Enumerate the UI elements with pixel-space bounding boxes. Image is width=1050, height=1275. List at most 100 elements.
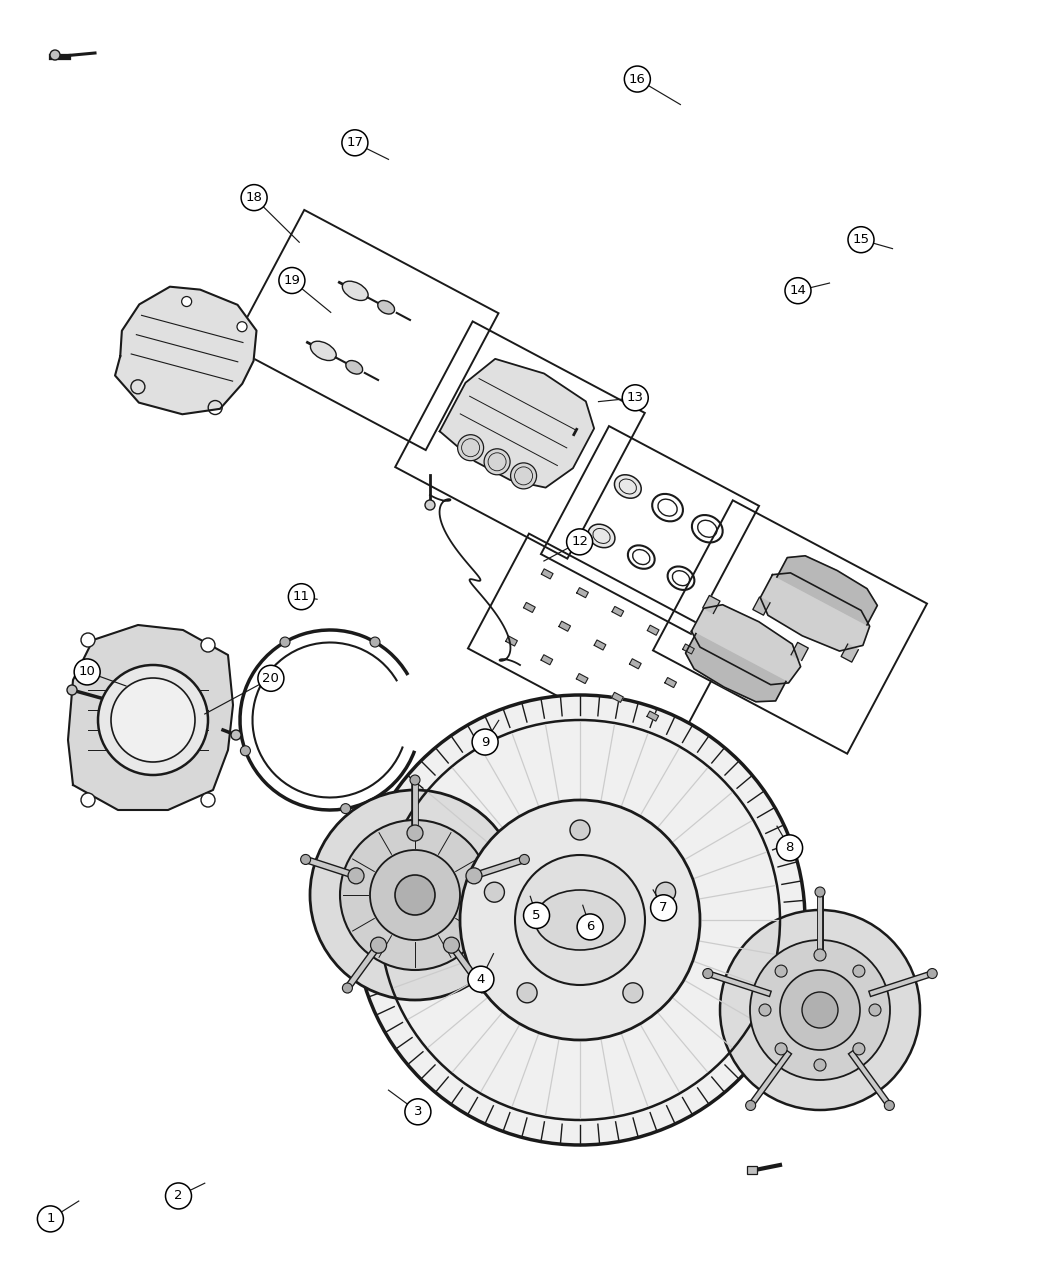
Ellipse shape <box>311 342 336 361</box>
Circle shape <box>814 949 826 961</box>
Circle shape <box>466 868 482 884</box>
Circle shape <box>237 321 247 332</box>
Circle shape <box>623 983 643 1003</box>
Circle shape <box>240 746 251 756</box>
Circle shape <box>340 820 490 970</box>
Circle shape <box>570 820 590 840</box>
Circle shape <box>405 1099 430 1125</box>
Polygon shape <box>702 595 720 613</box>
Circle shape <box>201 793 215 807</box>
Text: 7: 7 <box>659 901 668 914</box>
Ellipse shape <box>378 301 395 314</box>
Circle shape <box>625 66 650 92</box>
Polygon shape <box>559 621 570 631</box>
Circle shape <box>578 914 603 940</box>
Circle shape <box>848 227 874 252</box>
Text: 1: 1 <box>46 1213 55 1225</box>
Text: 20: 20 <box>262 672 279 685</box>
Circle shape <box>50 50 60 60</box>
Polygon shape <box>753 597 770 615</box>
Bar <box>747 1167 757 1174</box>
Circle shape <box>815 887 825 898</box>
Circle shape <box>777 835 802 861</box>
Polygon shape <box>682 644 694 654</box>
Ellipse shape <box>345 361 362 374</box>
Polygon shape <box>760 572 869 652</box>
Circle shape <box>510 463 537 488</box>
Circle shape <box>407 825 423 842</box>
Circle shape <box>38 1206 63 1232</box>
Circle shape <box>460 799 700 1040</box>
Ellipse shape <box>342 282 369 301</box>
Circle shape <box>472 729 498 755</box>
Circle shape <box>166 1183 191 1209</box>
Circle shape <box>780 970 860 1051</box>
Circle shape <box>425 500 435 510</box>
Circle shape <box>853 965 865 977</box>
Text: 13: 13 <box>627 391 644 404</box>
Text: 17: 17 <box>346 136 363 149</box>
Polygon shape <box>665 677 676 687</box>
Text: 16: 16 <box>629 73 646 85</box>
Circle shape <box>853 1043 865 1054</box>
Circle shape <box>355 695 805 1145</box>
Circle shape <box>310 790 520 1000</box>
Text: 2: 2 <box>174 1190 183 1202</box>
Circle shape <box>280 638 290 646</box>
Text: 15: 15 <box>853 233 869 246</box>
Polygon shape <box>68 625 233 810</box>
Text: 4: 4 <box>477 973 485 986</box>
Circle shape <box>98 666 208 775</box>
Circle shape <box>340 803 351 813</box>
Circle shape <box>242 185 267 210</box>
Circle shape <box>370 638 380 646</box>
Circle shape <box>927 969 938 978</box>
Circle shape <box>720 910 920 1111</box>
Circle shape <box>759 1003 771 1016</box>
Text: 19: 19 <box>284 274 300 287</box>
Text: 8: 8 <box>785 842 794 854</box>
Circle shape <box>371 937 386 954</box>
Circle shape <box>342 983 353 993</box>
Circle shape <box>746 1100 756 1111</box>
Ellipse shape <box>588 524 615 548</box>
Circle shape <box>258 666 284 691</box>
Circle shape <box>655 882 675 903</box>
Polygon shape <box>542 569 553 579</box>
Circle shape <box>342 130 368 156</box>
Circle shape <box>869 1003 881 1016</box>
Polygon shape <box>647 711 658 722</box>
Circle shape <box>182 297 192 306</box>
Circle shape <box>702 969 713 978</box>
Circle shape <box>651 895 676 921</box>
Polygon shape <box>692 604 801 685</box>
Circle shape <box>348 868 364 884</box>
Polygon shape <box>686 634 786 701</box>
Ellipse shape <box>536 890 625 950</box>
Circle shape <box>785 278 811 303</box>
Polygon shape <box>576 588 588 598</box>
Text: 5: 5 <box>532 909 541 922</box>
Text: 12: 12 <box>571 536 588 548</box>
Text: 14: 14 <box>790 284 806 297</box>
Polygon shape <box>116 287 256 414</box>
Circle shape <box>520 854 529 864</box>
Circle shape <box>484 449 510 474</box>
Polygon shape <box>612 692 624 703</box>
Circle shape <box>458 435 484 460</box>
Polygon shape <box>791 643 808 660</box>
Circle shape <box>468 966 494 992</box>
Circle shape <box>884 1100 895 1111</box>
Circle shape <box>443 937 460 954</box>
Circle shape <box>67 685 77 695</box>
Circle shape <box>802 992 838 1028</box>
Circle shape <box>370 850 460 940</box>
Circle shape <box>775 965 788 977</box>
Polygon shape <box>841 644 858 662</box>
Circle shape <box>279 268 304 293</box>
Circle shape <box>484 882 504 903</box>
Polygon shape <box>612 607 624 616</box>
Polygon shape <box>576 673 588 683</box>
Circle shape <box>289 584 314 609</box>
Circle shape <box>814 1060 826 1071</box>
